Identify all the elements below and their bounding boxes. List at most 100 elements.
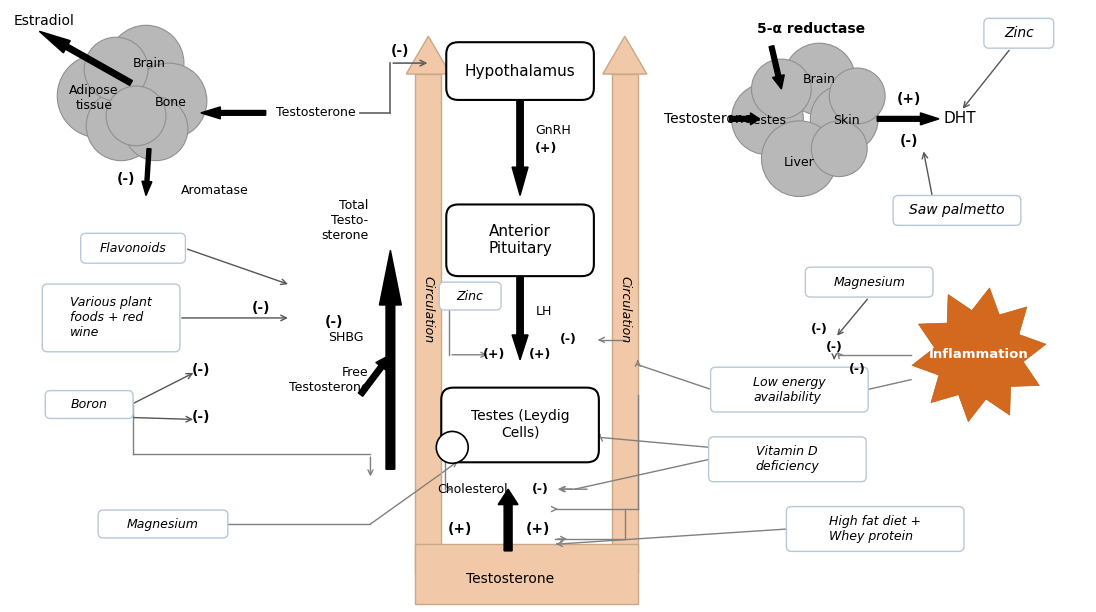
Circle shape	[132, 63, 207, 139]
Text: Zinc: Zinc	[457, 289, 483, 302]
Text: Low energy
availability: Low energy availability	[753, 376, 825, 404]
FancyBboxPatch shape	[442, 387, 598, 462]
Text: Boron: Boron	[71, 398, 107, 411]
FancyArrow shape	[39, 31, 133, 86]
FancyArrow shape	[379, 250, 401, 469]
Text: (-): (-)	[192, 363, 210, 377]
FancyArrow shape	[142, 149, 152, 195]
Circle shape	[762, 121, 837, 196]
Polygon shape	[407, 36, 450, 74]
Text: (-): (-)	[560, 334, 576, 346]
Circle shape	[830, 68, 886, 124]
FancyArrow shape	[498, 489, 518, 551]
Text: (-): (-)	[192, 411, 210, 425]
Text: (-): (-)	[532, 483, 548, 496]
Circle shape	[124, 97, 187, 161]
Text: Testes (Leydig
Cells): Testes (Leydig Cells)	[471, 409, 570, 439]
Text: Testosterone: Testosterone	[276, 106, 355, 119]
Text: Testosterone: Testosterone	[466, 572, 555, 586]
Text: Vitamin D
deficiency: Vitamin D deficiency	[755, 446, 820, 473]
Text: (-): (-)	[251, 301, 270, 315]
FancyArrow shape	[358, 355, 390, 396]
Text: Liver: Liver	[784, 156, 814, 169]
FancyArrow shape	[769, 46, 785, 89]
Text: Bone: Bone	[155, 97, 187, 110]
FancyArrow shape	[877, 113, 939, 125]
Text: (+): (+)	[526, 522, 550, 536]
Text: Flavonoids: Flavonoids	[100, 242, 167, 255]
Text: Anterior
Pituitary: Anterior Pituitary	[488, 224, 552, 256]
Text: Aromatase: Aromatase	[181, 184, 249, 197]
Bar	[415, 74, 442, 574]
Circle shape	[84, 37, 148, 101]
Text: Circulation: Circulation	[618, 277, 631, 343]
FancyBboxPatch shape	[99, 510, 228, 538]
FancyArrow shape	[201, 107, 265, 119]
Circle shape	[784, 43, 855, 115]
Text: Cholesterol: Cholesterol	[437, 483, 507, 496]
Text: (+): (+)	[483, 348, 505, 361]
Text: (+): (+)	[448, 522, 472, 536]
Circle shape	[57, 54, 141, 138]
Text: DHT: DHT	[944, 111, 977, 126]
Circle shape	[731, 83, 803, 155]
Bar	[415, 544, 638, 603]
Text: Free
Testosterone: Free Testosterone	[289, 365, 368, 394]
FancyBboxPatch shape	[81, 233, 185, 263]
Text: (-): (-)	[900, 134, 918, 147]
Text: (-): (-)	[391, 44, 410, 58]
FancyBboxPatch shape	[984, 18, 1053, 48]
FancyArrow shape	[512, 277, 528, 360]
Circle shape	[436, 431, 468, 463]
Text: Adipose
tissue: Adipose tissue	[69, 84, 118, 112]
Text: Magnesium: Magnesium	[833, 275, 905, 289]
Circle shape	[752, 59, 811, 119]
Text: (-): (-)	[117, 171, 135, 185]
Text: Saw palmetto: Saw palmetto	[910, 203, 1005, 217]
Text: 5-α reductase: 5-α reductase	[757, 22, 866, 36]
Text: Inflammation: Inflammation	[929, 348, 1029, 361]
FancyArrow shape	[512, 101, 528, 195]
FancyBboxPatch shape	[893, 195, 1020, 225]
Text: Zinc: Zinc	[1004, 26, 1034, 40]
FancyBboxPatch shape	[806, 267, 933, 297]
Text: Magnesium: Magnesium	[127, 518, 198, 531]
FancyBboxPatch shape	[43, 284, 180, 352]
Text: (+): (+)	[529, 348, 551, 361]
Text: SHBG: SHBG	[328, 331, 363, 345]
Circle shape	[109, 25, 184, 101]
Text: Estradiol: Estradiol	[13, 14, 75, 28]
Circle shape	[811, 121, 867, 177]
Circle shape	[810, 85, 878, 153]
Text: Hypothalamus: Hypothalamus	[465, 64, 575, 78]
FancyBboxPatch shape	[787, 507, 964, 551]
FancyBboxPatch shape	[446, 42, 594, 100]
Text: (+): (+)	[535, 142, 558, 155]
Text: Skin: Skin	[833, 114, 859, 127]
Text: LH: LH	[536, 305, 552, 318]
Polygon shape	[912, 288, 1046, 422]
Text: (-): (-)	[825, 341, 843, 354]
Circle shape	[87, 91, 156, 161]
FancyBboxPatch shape	[709, 437, 866, 482]
FancyBboxPatch shape	[45, 390, 133, 419]
FancyArrow shape	[730, 113, 760, 125]
Text: Testosterone: Testosterone	[664, 112, 752, 126]
FancyBboxPatch shape	[439, 282, 501, 310]
FancyBboxPatch shape	[446, 204, 594, 276]
Text: High fat diet +
Whey protein: High fat diet + Whey protein	[830, 515, 921, 543]
Text: Total
Testo-
sterone: Total Testo- sterone	[321, 199, 368, 242]
Bar	[612, 74, 638, 574]
Text: Various plant
foods + red
wine: Various plant foods + red wine	[70, 296, 152, 340]
Text: Brain: Brain	[133, 56, 165, 70]
Text: Circulation: Circulation	[422, 277, 435, 343]
Text: (-): (-)	[324, 315, 343, 329]
Text: (-): (-)	[848, 363, 866, 376]
Text: Brain: Brain	[803, 73, 836, 86]
FancyBboxPatch shape	[710, 367, 868, 412]
Text: (+): (+)	[897, 92, 922, 106]
Text: GnRH: GnRH	[535, 124, 571, 137]
Circle shape	[106, 86, 165, 146]
Text: Testes: Testes	[747, 114, 786, 127]
Polygon shape	[603, 36, 647, 74]
